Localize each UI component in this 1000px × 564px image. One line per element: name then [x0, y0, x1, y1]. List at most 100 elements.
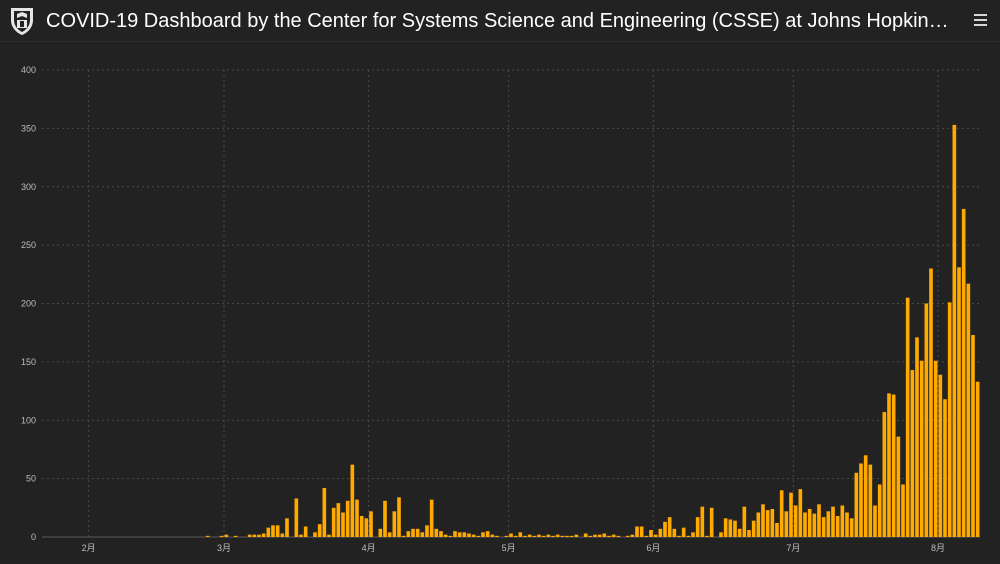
bar[interactable]: [569, 535, 574, 537]
bar[interactable]: [644, 535, 649, 537]
bar[interactable]: [826, 511, 831, 537]
bar[interactable]: [947, 302, 952, 537]
bar[interactable]: [378, 528, 383, 537]
bar[interactable]: [294, 498, 299, 537]
bar[interactable]: [597, 534, 602, 537]
bar[interactable]: [205, 535, 210, 537]
bar[interactable]: [359, 515, 364, 537]
bar[interactable]: [817, 504, 821, 537]
bar[interactable]: [504, 535, 509, 537]
bar[interactable]: [733, 520, 737, 537]
bar[interactable]: [406, 531, 411, 537]
bar[interactable]: [742, 506, 747, 537]
bar[interactable]: [779, 490, 784, 537]
bar[interactable]: [518, 532, 523, 537]
bar[interactable]: [957, 267, 961, 537]
bar[interactable]: [611, 534, 616, 537]
bar[interactable]: [257, 534, 261, 537]
bar[interactable]: [555, 534, 560, 537]
bar[interactable]: [252, 534, 257, 537]
bar[interactable]: [887, 393, 891, 537]
bar[interactable]: [420, 532, 425, 537]
bar[interactable]: [387, 532, 392, 537]
bar[interactable]: [915, 337, 919, 537]
bar[interactable]: [313, 532, 317, 537]
bar[interactable]: [280, 533, 285, 537]
bar[interactable]: [415, 528, 420, 537]
bar[interactable]: [831, 506, 835, 537]
bar[interactable]: [532, 535, 537, 537]
bar[interactable]: [457, 532, 462, 537]
bar[interactable]: [789, 492, 793, 537]
bar[interactable]: [765, 510, 770, 537]
bar[interactable]: [798, 489, 803, 537]
bar[interactable]: [845, 512, 849, 537]
bar[interactable]: [565, 535, 569, 537]
bar[interactable]: [261, 533, 266, 537]
bar[interactable]: [383, 500, 387, 537]
bar[interactable]: [868, 464, 873, 537]
bar[interactable]: [849, 518, 854, 537]
bar[interactable]: [593, 534, 597, 537]
bar[interactable]: [247, 534, 252, 537]
bar[interactable]: [863, 455, 868, 537]
bar[interactable]: [574, 534, 579, 537]
bar[interactable]: [929, 268, 933, 537]
bar[interactable]: [686, 535, 691, 537]
bar[interactable]: [770, 508, 775, 537]
bar[interactable]: [219, 535, 224, 537]
bar[interactable]: [397, 497, 401, 537]
bar[interactable]: [873, 505, 877, 537]
bar[interactable]: [541, 535, 546, 537]
bar[interactable]: [635, 526, 639, 537]
bar[interactable]: [630, 534, 635, 537]
bar[interactable]: [537, 534, 541, 537]
bar[interactable]: [821, 517, 826, 537]
bar[interactable]: [653, 534, 658, 537]
bar[interactable]: [667, 517, 672, 537]
bar[interactable]: [924, 303, 929, 538]
bar[interactable]: [877, 484, 882, 537]
bar[interactable]: [807, 508, 812, 537]
bar[interactable]: [523, 535, 527, 537]
bar[interactable]: [663, 521, 667, 537]
bar[interactable]: [961, 208, 966, 537]
bar[interactable]: [364, 518, 369, 537]
bar[interactable]: [607, 535, 611, 537]
bar[interactable]: [616, 535, 621, 537]
bar[interactable]: [322, 487, 327, 537]
bar[interactable]: [369, 511, 373, 537]
bar[interactable]: [411, 528, 415, 537]
bar[interactable]: [327, 534, 331, 537]
bar[interactable]: [775, 522, 779, 537]
bar[interactable]: [345, 500, 350, 537]
bar[interactable]: [401, 535, 406, 537]
bar[interactable]: [700, 506, 705, 537]
bar[interactable]: [943, 399, 947, 537]
bar[interactable]: [490, 534, 495, 537]
bar[interactable]: [317, 524, 322, 537]
bar[interactable]: [303, 526, 308, 537]
bar[interactable]: [588, 535, 593, 537]
bar[interactable]: [448, 535, 453, 537]
bar[interactable]: [224, 534, 229, 537]
bar[interactable]: [695, 517, 700, 537]
bar[interactable]: [429, 499, 434, 537]
bar[interactable]: [901, 484, 905, 537]
bar[interactable]: [896, 436, 901, 537]
bar[interactable]: [439, 531, 443, 537]
bar[interactable]: [882, 412, 887, 537]
bar[interactable]: [737, 528, 742, 537]
bar[interactable]: [341, 512, 345, 537]
bar[interactable]: [471, 534, 476, 537]
bar[interactable]: [728, 519, 733, 537]
bar[interactable]: [443, 534, 448, 537]
bar[interactable]: [835, 515, 840, 537]
bar[interactable]: [910, 370, 915, 537]
bar[interactable]: [966, 283, 971, 537]
bar[interactable]: [784, 511, 789, 537]
bar[interactable]: [672, 528, 677, 537]
bar[interactable]: [331, 507, 336, 537]
bar[interactable]: [560, 535, 565, 537]
bar[interactable]: [919, 360, 924, 537]
